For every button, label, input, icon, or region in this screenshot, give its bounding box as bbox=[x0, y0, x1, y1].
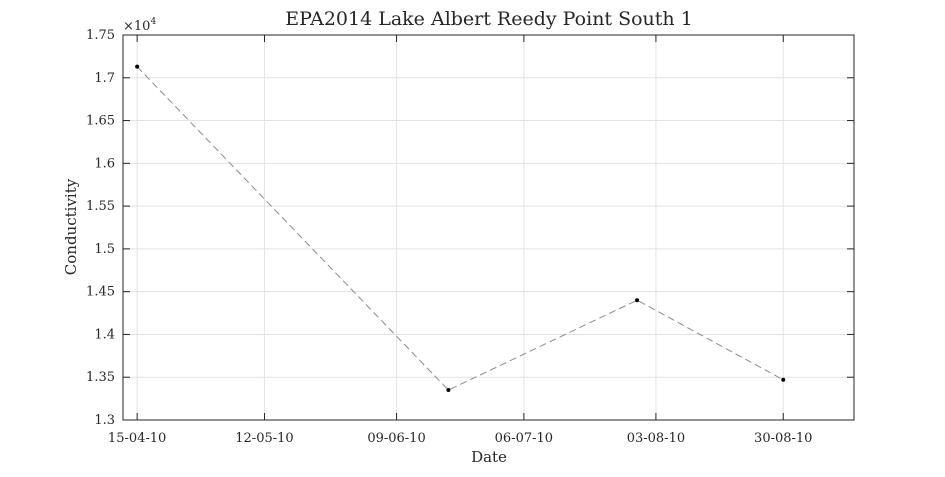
svg-text:×104: ×104 bbox=[123, 17, 156, 34]
grid-lines bbox=[123, 34, 854, 421]
y-tick-label: 1.35 bbox=[86, 370, 115, 385]
y-tick-label: 1.65 bbox=[86, 114, 115, 129]
y-tick-label: 1.45 bbox=[86, 285, 115, 300]
series-line bbox=[136, 66, 784, 391]
data-point bbox=[446, 388, 451, 393]
data-series bbox=[135, 64, 786, 393]
y-tick-label: 1.5 bbox=[94, 242, 115, 257]
y-exponent-power: 4 bbox=[150, 17, 156, 27]
y-exponent-label: ×104 bbox=[123, 17, 156, 34]
x-axis-title: Date bbox=[471, 448, 507, 466]
tick-labels: 15-04-10 12-05-10 09-06-10 06-07-10 03-08-10… bbox=[86, 28, 812, 446]
x-tick-label: 15-04-10 bbox=[108, 431, 166, 446]
chart-title: EPA2014 Lake Albert Reedy Point South 1 bbox=[285, 8, 693, 30]
x-tick-label: 12-05-10 bbox=[235, 431, 293, 446]
x-tick-label: 06-07-10 bbox=[495, 431, 553, 446]
y-tick-label: 1.4 bbox=[94, 327, 115, 342]
data-point bbox=[781, 377, 786, 382]
x-tick-label: 09-06-10 bbox=[367, 431, 425, 446]
y-exponent-base: ×10 bbox=[123, 19, 150, 34]
x-tick-label: 30-08-10 bbox=[754, 431, 812, 446]
axis-ticks bbox=[123, 34, 854, 421]
x-tick-label: 03-08-10 bbox=[627, 431, 685, 446]
y-tick-label: 1.7 bbox=[94, 71, 115, 86]
data-point bbox=[135, 64, 140, 69]
plot-area-border bbox=[122, 34, 855, 421]
y-tick-label: 1.3 bbox=[94, 413, 115, 428]
y-axis-title: Conductivity bbox=[62, 178, 80, 275]
data-point bbox=[635, 298, 640, 303]
y-tick-label: 1.55 bbox=[86, 199, 115, 214]
y-tick-label: 1.75 bbox=[86, 28, 115, 43]
y-tick-label: 1.6 bbox=[94, 156, 115, 171]
